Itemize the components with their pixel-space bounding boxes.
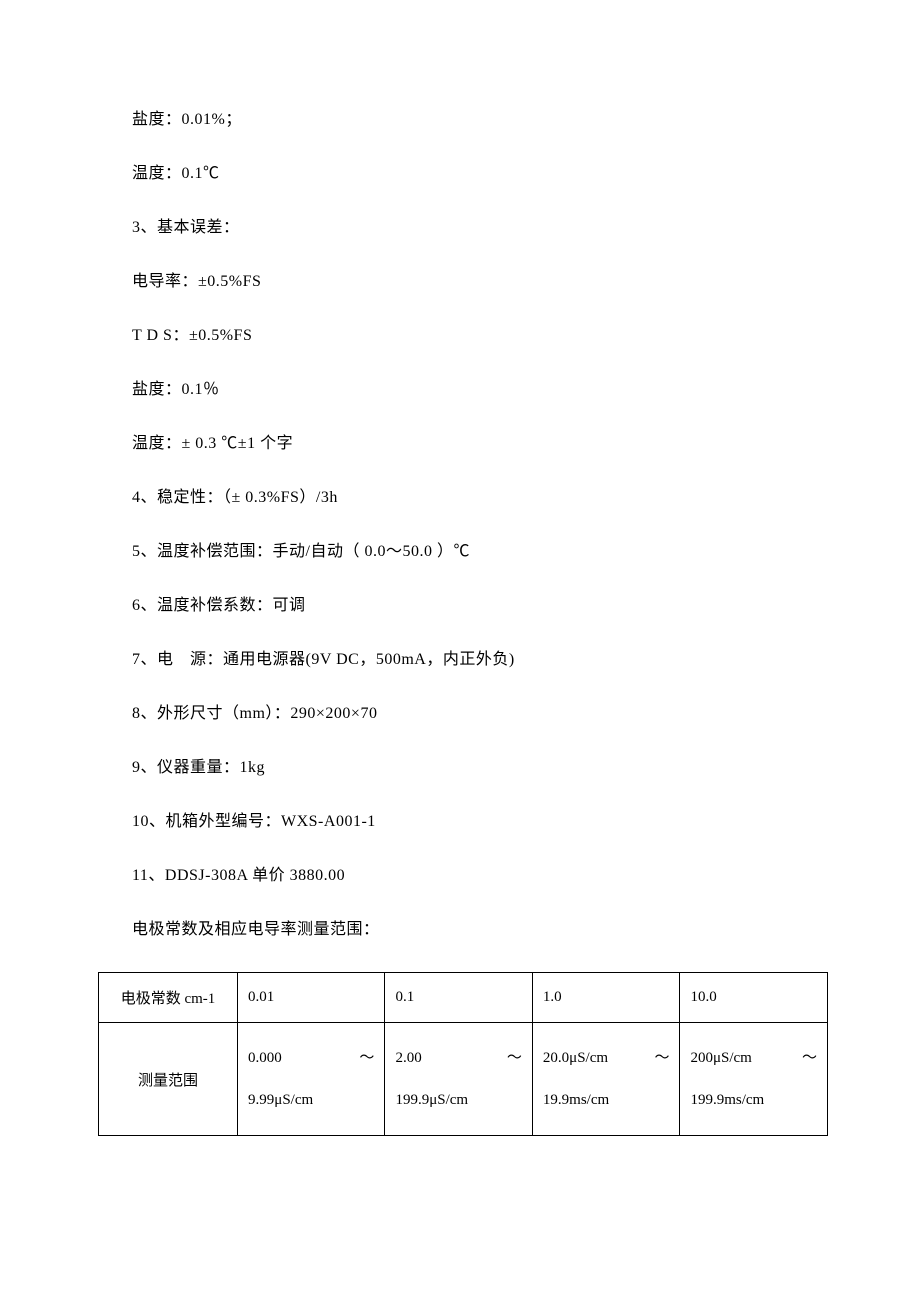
range-col-10: 20.0μS/cm ～ 19.9ms/cm bbox=[532, 1023, 680, 1136]
range-line2: 9.99μS/cm bbox=[248, 1079, 374, 1121]
tilde-icon: ～ bbox=[802, 1037, 817, 1079]
spec-temp-compensation-coef: 6、温度补偿系数：可调 bbox=[132, 594, 830, 618]
spec-table-header: 电极常数及相应电导率测量范围： bbox=[132, 918, 830, 942]
range-value: 20.0μS/cm bbox=[543, 1037, 608, 1079]
spec-basic-error-header: 3、基本误差： bbox=[132, 216, 830, 240]
range-value: 200μS/cm bbox=[690, 1037, 751, 1079]
spec-conductivity: 电导率：±0.5%FS bbox=[132, 270, 830, 294]
spec-dimensions: 8、外形尺寸（mm）：290×200×70 bbox=[132, 702, 830, 726]
range-line1: 200μS/cm ～ bbox=[690, 1037, 817, 1079]
spec-price: 11、DDSJ-308A 单价 3880.00 bbox=[132, 864, 830, 888]
header-col-100: 10.0 bbox=[680, 973, 828, 1023]
range-line1: 2.00 ～ bbox=[395, 1037, 521, 1079]
range-value: 0.000 bbox=[248, 1037, 282, 1079]
range-col-001: 0.000 ～ 9.99μS/cm bbox=[238, 1023, 385, 1136]
spec-salinity: 盐度：0.01%； bbox=[132, 108, 830, 132]
document-content: 盐度：0.01%； 温度：0.1℃ 3、基本误差： 电导率：±0.5%FS T … bbox=[0, 0, 920, 1136]
tilde-icon: ～ bbox=[507, 1037, 522, 1079]
range-line1: 0.000 ～ bbox=[248, 1037, 374, 1079]
spec-power: 7、电 源：通用电源器(9V DC，500mA，内正外负) bbox=[132, 648, 830, 672]
table-header-row: 电极常数 cm-1 0.01 0.1 1.0 10.0 bbox=[99, 973, 828, 1023]
spec-weight: 9、仪器重量：1kg bbox=[132, 756, 830, 780]
header-col-01: 0.1 bbox=[385, 973, 532, 1023]
spec-temp-compensation-range: 5、温度补偿范围：手动/自动（ 0.0～50.0 ）℃ bbox=[132, 540, 830, 564]
spec-temperature-error: 温度：± 0.3 ℃±1 个字 bbox=[132, 432, 830, 456]
table-range-row: 测量范围 0.000 ～ 9.99μS/cm 2.00 ～ 199.9μS/cm… bbox=[99, 1023, 828, 1136]
range-col-100: 200μS/cm ～ 199.9ms/cm bbox=[680, 1023, 828, 1136]
range-line2: 199.9μS/cm bbox=[395, 1079, 521, 1121]
electrode-constant-table: 电极常数 cm-1 0.01 0.1 1.0 10.0 测量范围 0.000 ～… bbox=[98, 972, 828, 1136]
range-line1: 20.0μS/cm ～ bbox=[543, 1037, 670, 1079]
spec-stability: 4、稳定性：（± 0.3%FS）/3h bbox=[132, 486, 830, 510]
spec-tds: T D S：±0.5%FS bbox=[132, 324, 830, 348]
spec-case-model: 10、机箱外型编号：WXS-A001-1 bbox=[132, 810, 830, 834]
header-electrode-constant: 电极常数 cm-1 bbox=[99, 973, 238, 1023]
range-line2: 19.9ms/cm bbox=[543, 1079, 670, 1121]
tilde-icon: ～ bbox=[359, 1037, 374, 1079]
header-col-10: 1.0 bbox=[532, 973, 680, 1023]
spec-salinity-error: 盐度：0.1％ bbox=[132, 378, 830, 402]
range-line2: 199.9ms/cm bbox=[690, 1079, 817, 1121]
range-col-01: 2.00 ～ 199.9μS/cm bbox=[385, 1023, 532, 1136]
spec-temperature: 温度：0.1℃ bbox=[132, 162, 830, 186]
range-label: 测量范围 bbox=[99, 1023, 238, 1136]
header-col-001: 0.01 bbox=[238, 973, 385, 1023]
range-value: 2.00 bbox=[395, 1037, 421, 1079]
tilde-icon: ～ bbox=[654, 1037, 669, 1079]
